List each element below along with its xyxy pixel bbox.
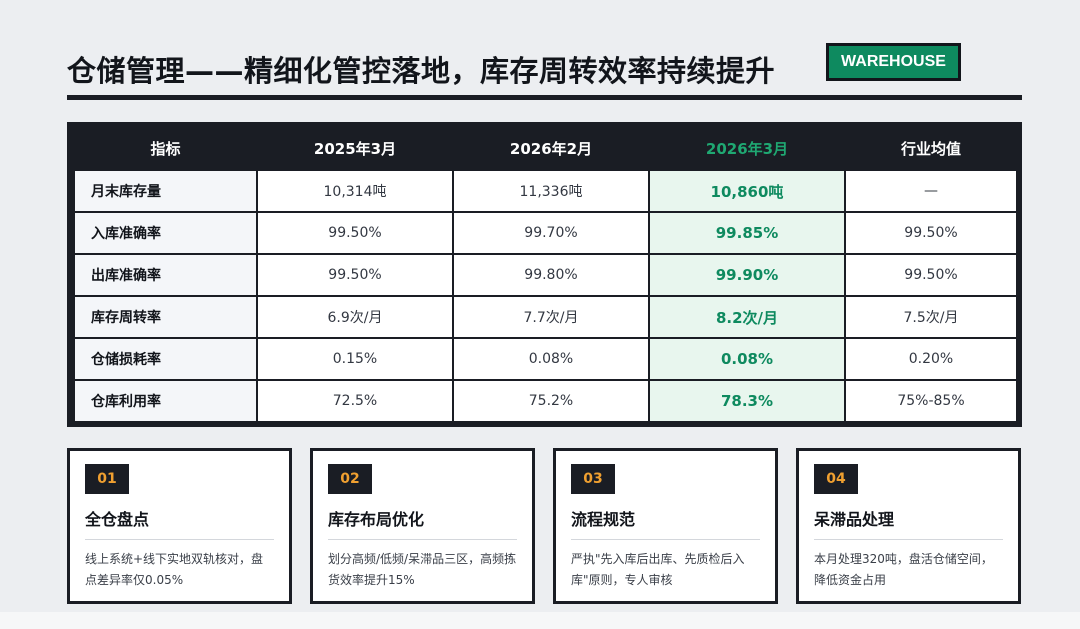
table-row: 出库准确率 99.50% 99.80% 99.90% 99.50%	[73, 253, 1018, 297]
table-cell: 99.50%	[844, 253, 1018, 297]
page-header: 仓储管理——精细化管控落地，库存周转效率持续提升 WAREHOUSE	[67, 40, 1022, 100]
initiative-cards: 01 全仓盘点 线上系统+线下实地双轨核对，盘点差异率仅0.05% 02 库存布…	[67, 448, 1022, 604]
table-cell: 0.15%	[256, 337, 454, 381]
metric-name-cell: 仓储损耗率	[73, 337, 258, 381]
table-row: 月末库存量 10,314吨 11,336吨 10,860吨 —	[73, 169, 1018, 213]
card-title: 呆滞品处理	[814, 506, 1003, 540]
card-title: 流程规范	[571, 506, 760, 540]
card-title: 全仓盘点	[85, 506, 274, 540]
metric-name-cell: 仓库利用率	[73, 379, 258, 423]
table-cell: 99.50%	[256, 211, 454, 255]
table-cell: 99.80%	[452, 253, 650, 297]
table-row: 仓库利用率 72.5% 75.2% 78.3% 75%-85%	[73, 379, 1018, 423]
card-description: 划分高频/低频/呆滞品三区，高频拣货效率提升15%	[328, 552, 517, 587]
table-cell: 11,336吨	[452, 169, 650, 213]
table-cell: 7.5次/月	[844, 295, 1018, 339]
metrics-table-container: 指标 2025年3月 2026年2月 2026年3月 行业均值 月末库存量 10…	[67, 122, 1022, 427]
initiative-card-1: 01 全仓盘点 线上系统+线下实地双轨核对，盘点差异率仅0.05%	[67, 448, 292, 604]
table-cell: 99.70%	[452, 211, 650, 255]
column-header-industry-avg: 行业均值	[845, 127, 1017, 170]
card-description: 严执"先入库后出库、先质检后入库"原则，专人审核	[571, 552, 745, 587]
bottom-bar	[0, 612, 1080, 629]
table-cell: 99.50%	[256, 253, 454, 297]
initiative-card-2: 02 库存布局优化 划分高频/低频/呆滞品三区，高频拣货效率提升15%	[310, 448, 535, 604]
initiative-card-3: 03 流程规范 严执"先入库后出库、先质检后入库"原则，专人审核	[553, 448, 778, 604]
column-header-2026-02: 2026年2月	[453, 127, 649, 170]
column-header-2025-03: 2025年3月	[257, 127, 453, 170]
table-row: 仓储损耗率 0.15% 0.08% 0.08% 0.20%	[73, 337, 1018, 381]
table-cell: —	[844, 169, 1018, 213]
table-cell: 75.2%	[452, 379, 650, 423]
column-header-metric: 指标	[74, 127, 257, 170]
metric-name-cell: 出库准确率	[73, 253, 258, 297]
highlight-cell: 8.2次/月	[648, 295, 846, 339]
table-cell: 7.7次/月	[452, 295, 650, 339]
table-cell: 10,314吨	[256, 169, 454, 213]
table-row: 入库准确率 99.50% 99.70% 99.85% 99.50%	[73, 211, 1018, 255]
table-cell: 99.50%	[844, 211, 1018, 255]
highlight-cell: 10,860吨	[648, 169, 846, 213]
card-description: 线上系统+线下实地双轨核对，盘点差异率仅0.05%	[85, 552, 264, 587]
table-cell: 0.20%	[844, 337, 1018, 381]
column-header-2026-03: 2026年3月	[649, 127, 845, 170]
card-number-badge: 01	[85, 464, 129, 494]
warehouse-tag: WAREHOUSE	[826, 43, 961, 81]
table-cell: 75%-85%	[844, 379, 1018, 423]
table-cell: 0.08%	[452, 337, 650, 381]
card-number-badge: 03	[571, 464, 615, 494]
metrics-table: 指标 2025年3月 2026年2月 2026年3月 行业均值 月末库存量 10…	[73, 127, 1018, 423]
metric-name-cell: 月末库存量	[73, 169, 258, 213]
table-row: 库存周转率 6.9次/月 7.7次/月 8.2次/月 7.5次/月	[73, 295, 1018, 339]
page-title: 仓储管理——精细化管控落地，库存周转效率持续提升	[67, 54, 776, 88]
card-number-badge: 04	[814, 464, 858, 494]
card-description: 本月处理320吨，盘活仓储空间，降低资金占用	[814, 552, 993, 587]
highlight-cell: 99.90%	[648, 253, 846, 297]
metric-name-cell: 库存周转率	[73, 295, 258, 339]
highlight-cell: 0.08%	[648, 337, 846, 381]
card-title: 库存布局优化	[328, 506, 517, 540]
card-number-badge: 02	[328, 464, 372, 494]
metric-name-cell: 入库准确率	[73, 211, 258, 255]
initiative-card-4: 04 呆滞品处理 本月处理320吨，盘活仓储空间，降低资金占用	[796, 448, 1021, 604]
table-cell: 6.9次/月	[256, 295, 454, 339]
table-header-row: 指标 2025年3月 2026年2月 2026年3月 行业均值	[74, 127, 1017, 170]
highlight-cell: 78.3%	[648, 379, 846, 423]
highlight-cell: 99.85%	[648, 211, 846, 255]
table-cell: 72.5%	[256, 379, 454, 423]
